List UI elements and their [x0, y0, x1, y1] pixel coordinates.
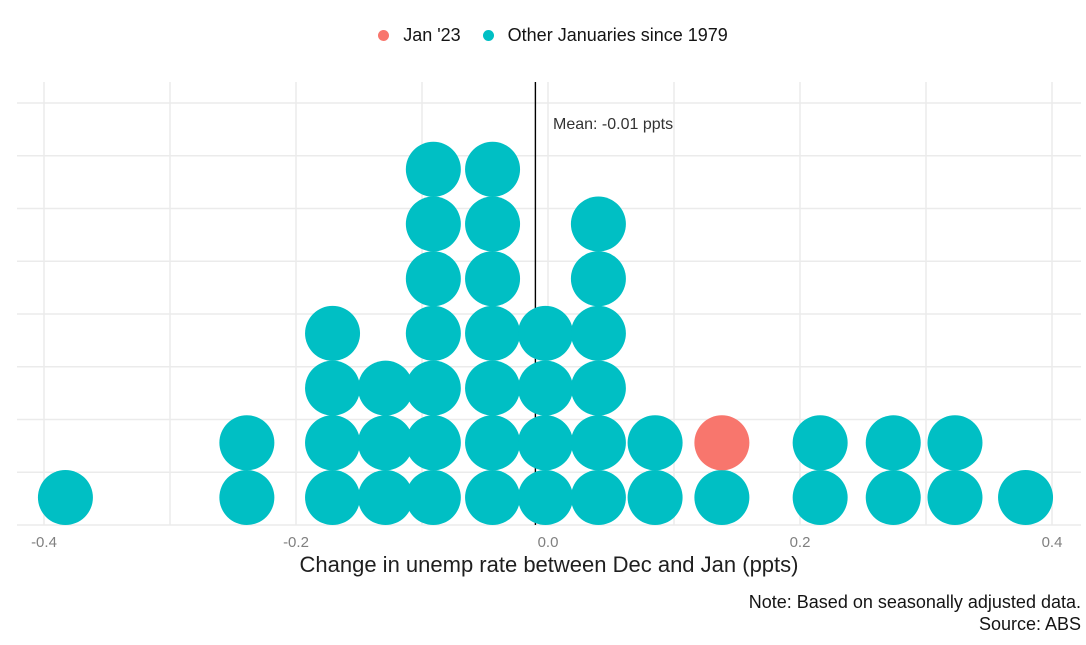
x-tick-label: 0.2 [789, 534, 811, 551]
data-dot [219, 470, 275, 525]
data-dot [465, 196, 521, 252]
legend-label-other-januaries: Other Januaries since 1979 [507, 24, 728, 45]
data-dot [219, 415, 275, 471]
x-tick-label: 0.0 [537, 534, 559, 551]
data-dot [694, 470, 750, 525]
legend-item-other-januaries: Other Januaries since 1979 [482, 24, 728, 46]
legend: Jan '23 Other Januaries since 1979 [20, 24, 1086, 46]
x-tick-label: -0.4 [31, 534, 57, 551]
data-dot [405, 251, 461, 307]
data-dot [465, 415, 521, 471]
data-dot [305, 470, 361, 525]
data-dot [405, 196, 461, 252]
data-dot [37, 470, 93, 525]
data-dot [305, 415, 361, 471]
data-dot [792, 415, 848, 471]
data-dot [465, 470, 521, 525]
data-dot [305, 360, 361, 416]
x-tick-label: -0.2 [283, 534, 309, 551]
data-dot [465, 251, 521, 307]
data-dot [927, 470, 983, 525]
data-dot [570, 470, 626, 525]
data-dot [517, 470, 573, 525]
mean-annotation: Mean: -0.01 ppts [553, 116, 674, 133]
data-dot [570, 196, 626, 252]
data-dot [405, 360, 461, 416]
legend-label-jan23: Jan '23 [403, 24, 461, 45]
data-dot [865, 470, 921, 525]
legend-dot-other-januaries-icon [482, 29, 494, 41]
data-dot [305, 305, 361, 361]
data-dot [405, 415, 461, 471]
x-axis-title: Change in unemp rate between Dec and Jan… [299, 552, 799, 577]
data-dot [865, 415, 921, 471]
data-dot [465, 360, 521, 416]
data-dot [517, 415, 573, 471]
x-tick-label: 0.4 [1041, 534, 1063, 551]
data-dot [465, 305, 521, 361]
data-dot [792, 470, 848, 525]
data-dot [517, 360, 573, 416]
data-dot [627, 415, 683, 471]
footnote-note: Note: Based on seasonally adjusted data. [748, 592, 1081, 612]
footnotes: Note: Based on seasonally adjusted data.… [749, 591, 1081, 635]
data-dot [465, 141, 521, 197]
legend-item-jan23: Jan '23 [378, 24, 461, 46]
data-dot [357, 360, 413, 416]
data-dot [357, 415, 413, 471]
legend-dot-jan23-icon [378, 29, 390, 41]
data-dot [570, 251, 626, 307]
data-dot [927, 415, 983, 471]
data-dot [405, 141, 461, 197]
data-dot [405, 470, 461, 525]
data-dot [570, 415, 626, 471]
data-dot [357, 470, 413, 525]
footnote-source: Source: ABS [978, 614, 1081, 634]
data-dot [570, 305, 626, 361]
data-dot [517, 305, 573, 361]
data-dot [405, 305, 461, 361]
data-dot [694, 415, 750, 471]
data-dot [570, 360, 626, 416]
data-dot [998, 470, 1054, 525]
data-dot [627, 470, 683, 525]
